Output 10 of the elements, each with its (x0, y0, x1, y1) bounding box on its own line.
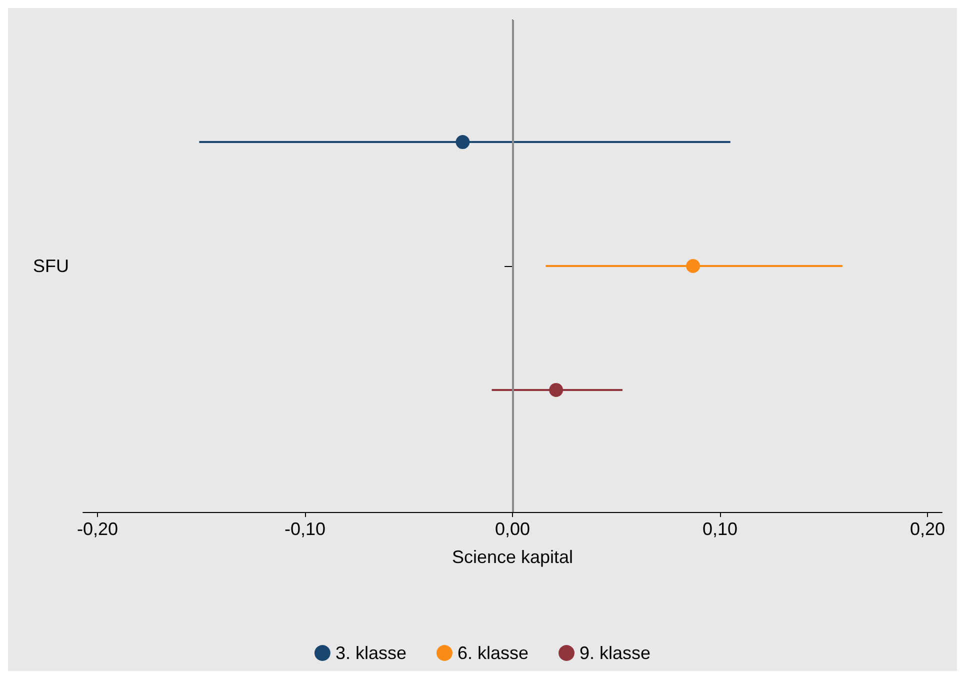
x-tick-label: 0,20 (910, 519, 945, 539)
x-tick-label: 0,00 (494, 519, 530, 539)
x-tick-label: 0,10 (702, 519, 738, 539)
legend-label: 3. klasse (335, 643, 406, 663)
x-tick-label: -0,10 (284, 519, 326, 539)
x-axis-title: Science kapital (452, 547, 574, 567)
y-tick-label: SFU (33, 256, 69, 276)
legend-label: 6. klasse (457, 643, 529, 663)
x-tick-label: -0,20 (77, 519, 118, 539)
legend-label: 9. klasse (580, 643, 651, 663)
